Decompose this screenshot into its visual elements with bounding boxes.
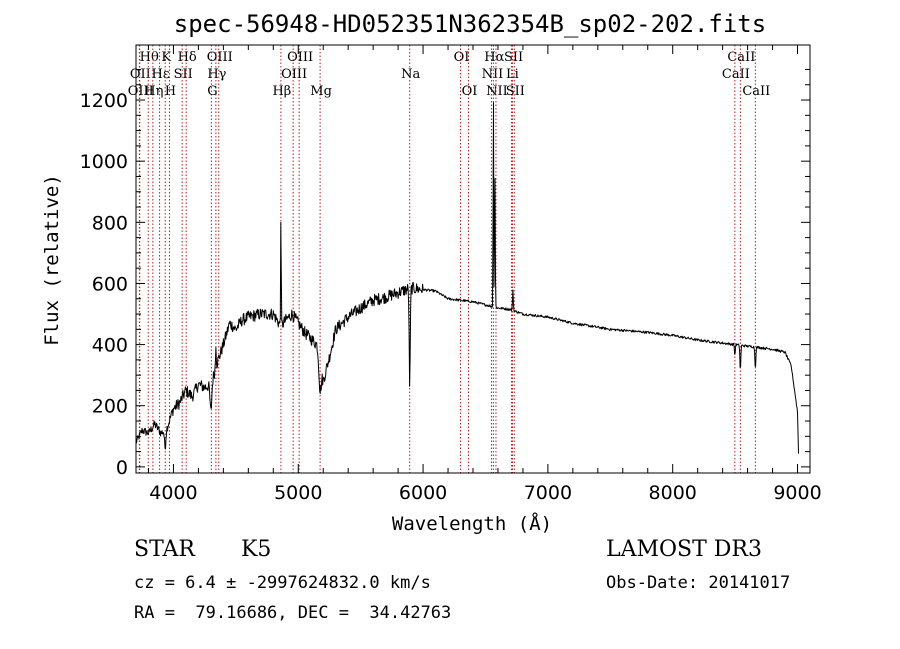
spectral-line-label: CaII <box>727 50 755 65</box>
spectral-line-label: Na <box>401 67 420 82</box>
survey-name: LAMOST DR3 <box>606 537 762 562</box>
spectral-line-label: Li <box>506 67 519 82</box>
spectral-line-label: CaII <box>742 84 770 99</box>
spectral-line-label: Hβ <box>272 84 291 99</box>
spectral-line-label: SII <box>506 84 525 99</box>
chart-title: spec-56948-HD052351N362354B_sp02-202.fit… <box>174 10 766 38</box>
y-tick-label: 800 <box>92 212 128 234</box>
redshift-value: cz = 6.4 ± -2997624832.0 km/s <box>134 573 431 593</box>
spectral-line-label: SII <box>504 50 523 65</box>
spectrum-line <box>135 102 799 454</box>
observation-date: Obs-Date: 20141017 <box>606 573 791 593</box>
spectrum-series <box>135 102 799 454</box>
spectral-line-label: OI <box>454 50 470 65</box>
x-tick-label: 9000 <box>773 482 821 504</box>
y-axis-label: Flux (relative) <box>41 174 63 346</box>
x-tick-label: 6000 <box>399 482 447 504</box>
spectral-line-label: Hη <box>144 84 163 99</box>
y-tick-label: 600 <box>92 273 128 295</box>
spectral-line-label: OI <box>462 84 478 99</box>
x-tick-label: 7000 <box>524 482 572 504</box>
x-axis-label: Wavelength (Å) <box>392 512 552 535</box>
y-tick-label: 1000 <box>80 151 128 173</box>
spectral-line-markers: OII Hθ OIII Hε Hη K H SII Hδ OIII Hγ G OIII OIII Hβ Mg N… <box>128 45 770 473</box>
spectral-line-label: OIII <box>281 67 307 82</box>
x-tick-label: 4000 <box>149 482 197 504</box>
x-tick-label: 5000 <box>274 482 322 504</box>
y-tick-label: 400 <box>92 335 128 357</box>
plot-frame <box>135 44 811 474</box>
spectral-line-label: G <box>207 84 217 99</box>
spectral-line-label: OIII <box>207 50 233 65</box>
spectral-line-label: Hδ <box>178 50 197 65</box>
spectral-subclass: K5 <box>241 537 272 562</box>
spectral-line-label: Hε <box>152 67 170 82</box>
sky-coordinates: RA = 79.16686, DEC = 34.42763 <box>134 603 452 623</box>
spectral-line-label: H <box>165 84 176 99</box>
spectral-line-label: Hθ <box>140 50 159 65</box>
spectral-line-label: CaII <box>722 67 750 82</box>
spectral-line-label: SII <box>174 67 193 82</box>
axis-ticks: 4000 5000 6000 7000 8000 9000 0 200 400 600 800 100… <box>80 45 822 504</box>
y-tick-label: 200 <box>92 396 128 418</box>
spectral-line-label: NII <box>486 84 508 99</box>
spectral-line-label: OII <box>130 67 151 82</box>
spectral-line-label: Mg <box>310 84 332 99</box>
spectral-line-label: NII <box>482 67 504 82</box>
y-tick-label: 0 <box>116 457 128 479</box>
object-class: STAR <box>134 537 195 562</box>
spectral-line-label: K <box>161 50 171 65</box>
spectral-line-label: Hα <box>484 50 504 65</box>
spectrum-chart: spec-56948-HD052351N362354B_sp02-202.fit… <box>41 10 822 535</box>
spectral-line-label: Hγ <box>207 67 226 82</box>
spectral-line-label: OIII <box>287 50 313 65</box>
y-tick-label: 1200 <box>80 90 128 112</box>
spectral-line-label: OIII <box>128 84 154 99</box>
x-tick-label: 8000 <box>649 482 697 504</box>
